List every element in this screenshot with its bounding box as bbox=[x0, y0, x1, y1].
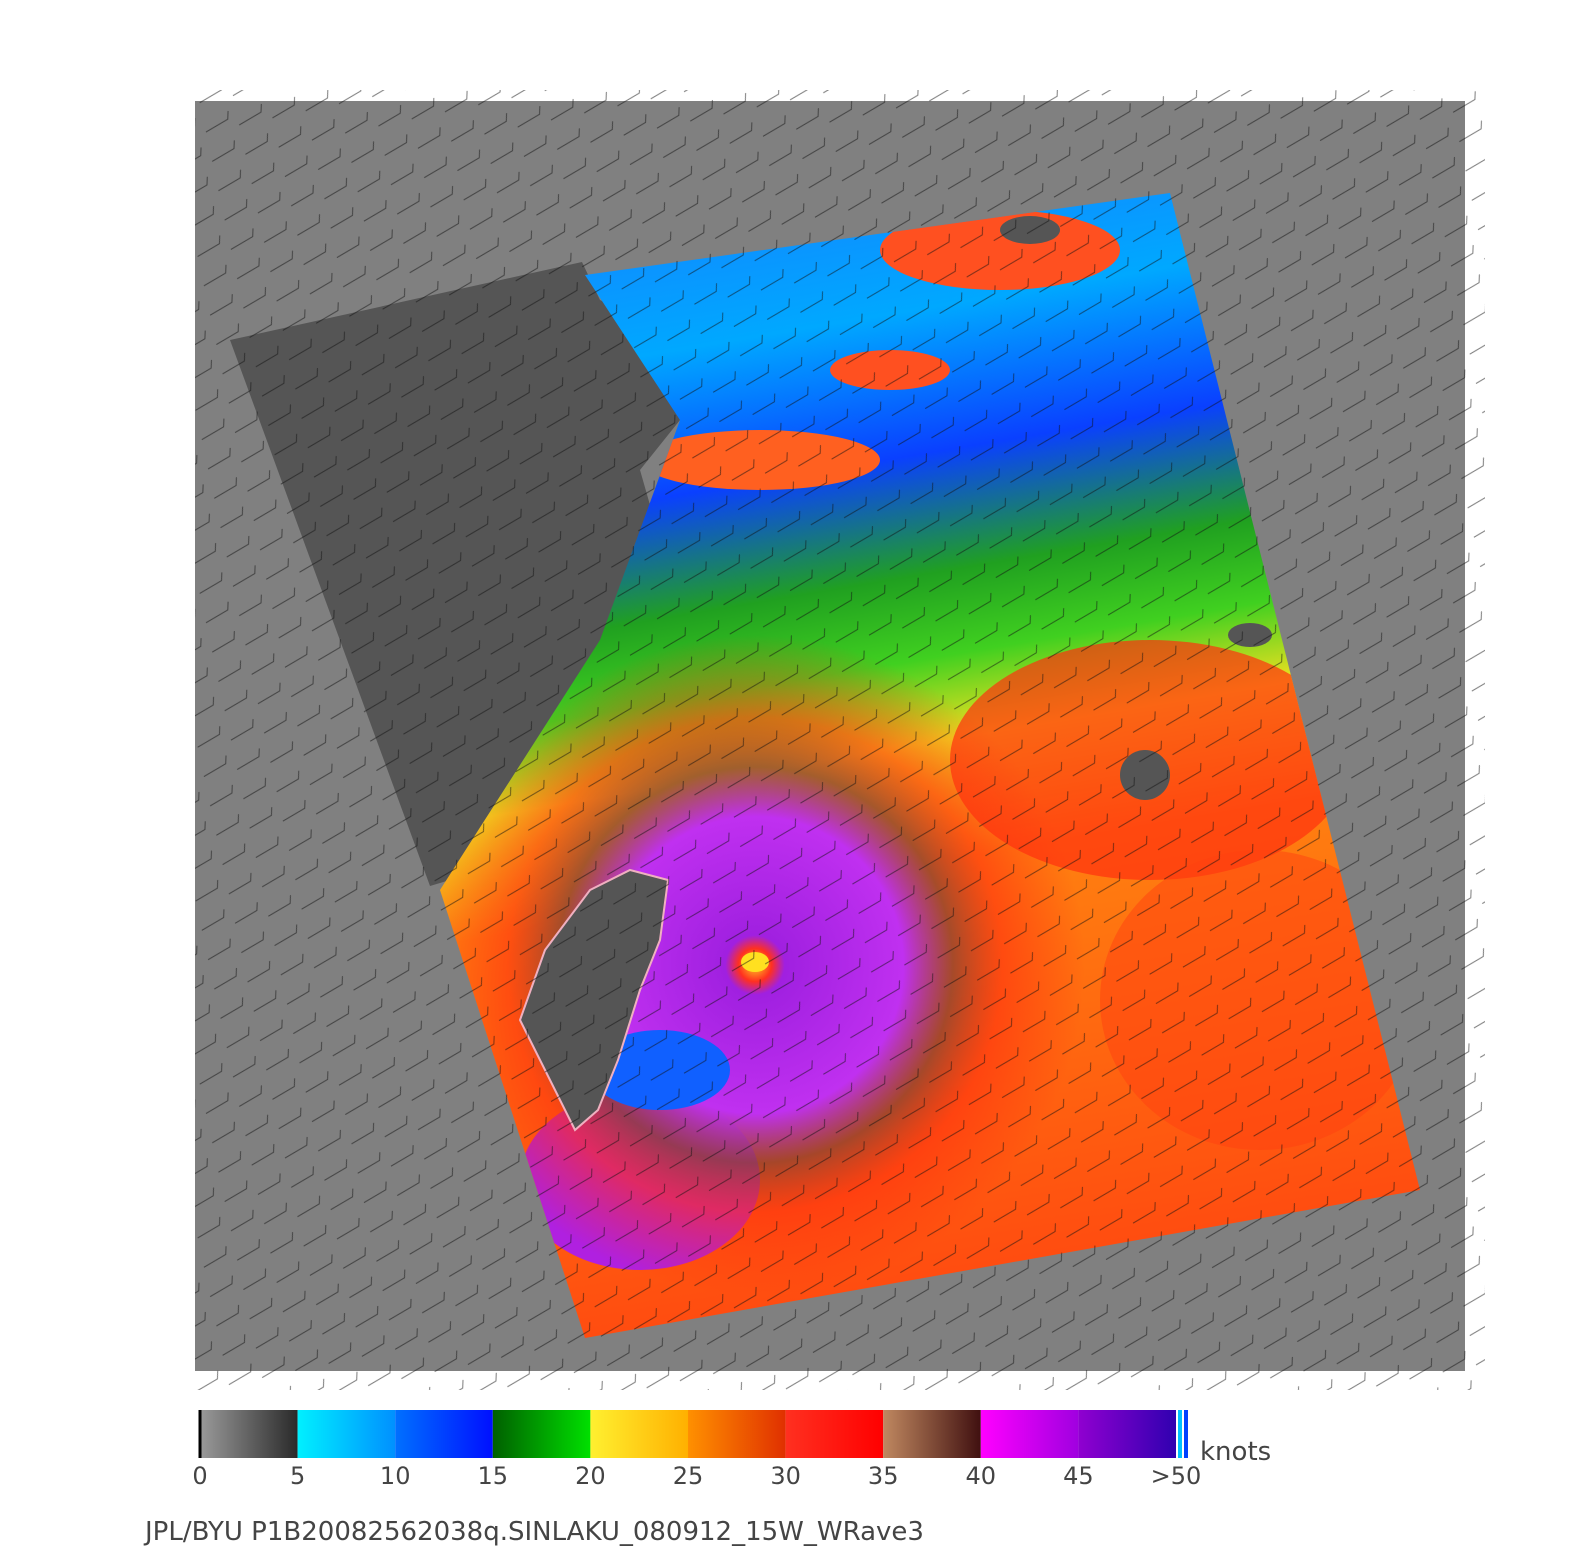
colorbar-segment bbox=[688, 1410, 786, 1458]
tick-label: 45 bbox=[1063, 1462, 1094, 1490]
colorbar-segment bbox=[1078, 1410, 1176, 1458]
colorbar-segment bbox=[883, 1410, 981, 1458]
caption: JPL/BYU P1B20082562038q.SINLAKU_080912_1… bbox=[143, 1517, 924, 1547]
tick-label: 30 bbox=[770, 1462, 801, 1490]
colorbar-segment bbox=[297, 1410, 396, 1458]
colorbar-unit: knots bbox=[1200, 1437, 1271, 1467]
tick-label: 25 bbox=[673, 1462, 704, 1490]
tick-label: 35 bbox=[868, 1462, 899, 1490]
tick-label: 5 bbox=[290, 1462, 305, 1490]
tick-label: 20 bbox=[575, 1462, 606, 1490]
colorbar: 0 5 10 15 20 25 30 35 40 45 >50 bbox=[192, 1410, 1201, 1490]
tick-label: 15 bbox=[478, 1462, 509, 1490]
tick-label: >50 bbox=[1151, 1462, 1202, 1490]
colorbar-cap bbox=[1184, 1410, 1188, 1458]
colorbar-segment bbox=[492, 1410, 591, 1458]
tick-label: 40 bbox=[966, 1462, 997, 1490]
colorbar-cap bbox=[1178, 1410, 1182, 1458]
colorbar-segment bbox=[785, 1410, 884, 1458]
tick-label: 0 bbox=[192, 1462, 207, 1490]
map bbox=[195, 90, 1485, 1390]
colorbar-segment bbox=[200, 1410, 298, 1458]
colorbar-segment bbox=[395, 1410, 493, 1458]
colorbar-segment bbox=[980, 1410, 1079, 1458]
tick-label: 10 bbox=[380, 1462, 411, 1490]
colorbar-segment bbox=[590, 1410, 688, 1458]
wind-barbs bbox=[195, 90, 1485, 1390]
